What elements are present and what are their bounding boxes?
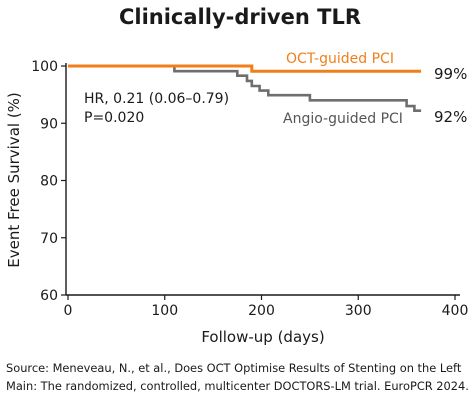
y-tick-label: 60 — [40, 288, 58, 304]
x-tick-label: 0 — [64, 303, 73, 319]
y-tick-label: 70 — [40, 231, 58, 247]
series-label-angio: Angio-guided PCI — [283, 111, 403, 127]
chart-axes — [65, 63, 460, 296]
x-tick-label: 200 — [248, 303, 275, 319]
y-tick-label: 90 — [40, 116, 58, 132]
y-tick-label: 100 — [31, 59, 58, 75]
tick-group: 0 100 200 300 400 60 70 80 90 100 — [31, 59, 468, 319]
p-value-annotation: P=0.020 — [84, 110, 144, 126]
y-tick-label: 80 — [40, 174, 58, 190]
y-axis-label: Event Free Survival (%) — [5, 92, 23, 268]
end-label-angio: 92% — [434, 108, 467, 126]
x-tick-label: 100 — [151, 303, 178, 319]
survival-chart: Clinically-driven TLR 0 100 200 300 400 60 70 8… — [5, 5, 468, 346]
series-group — [68, 64, 422, 112]
chart-title: Clinically-driven TLR — [119, 5, 361, 29]
source-line-2: Main: The randomized, controlled, multic… — [6, 379, 469, 393]
end-label-oct: 99% — [434, 65, 467, 83]
series-label-oct: OCT-guided PCI — [286, 51, 394, 67]
x-tick-label: 300 — [345, 303, 372, 319]
series-line-oct — [68, 64, 422, 73]
x-axis-label: Follow-up (days) — [201, 328, 324, 346]
x-tick-label: 400 — [442, 303, 469, 319]
source-citation: Source: Meneveau, N., et al., Does OCT O… — [6, 359, 472, 395]
series-line-angio — [68, 64, 422, 112]
hazard-ratio-annotation: HR, 0.21 (0.06–0.79) — [84, 91, 229, 107]
source-line-1: Source: Meneveau, N., et al., Does OCT O… — [6, 361, 462, 375]
